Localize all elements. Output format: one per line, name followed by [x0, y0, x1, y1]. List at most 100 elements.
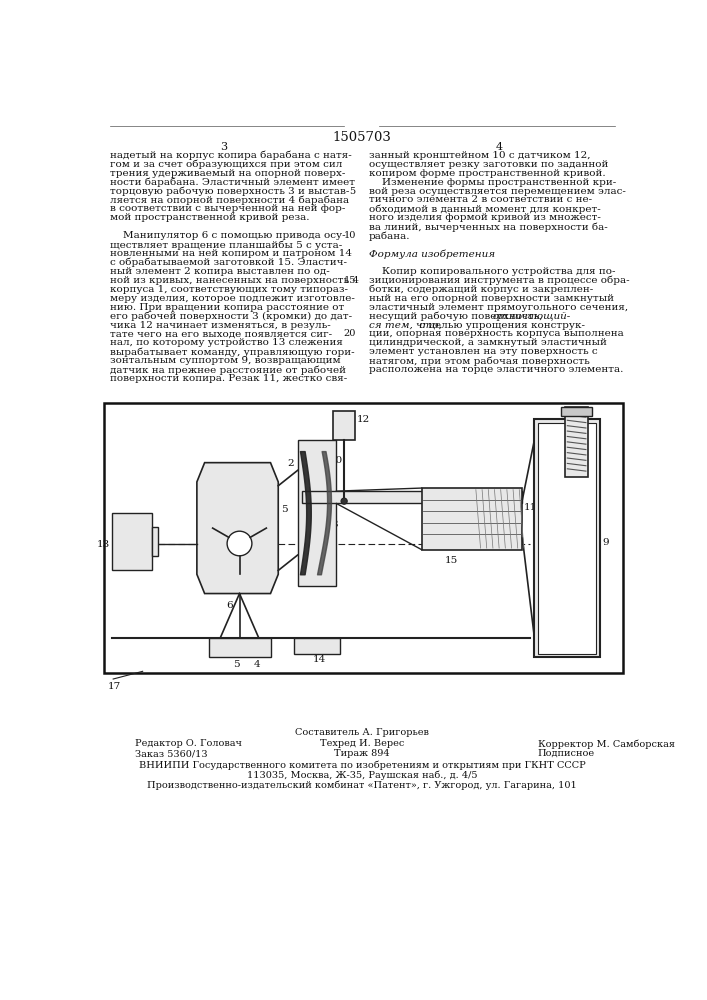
- Text: копиром форме пространственной кривой.: копиром форме пространственной кривой.: [369, 169, 606, 178]
- Text: корпуса 1, соответствующих тому типораз-: корпуса 1, соответствующих тому типораз-: [110, 285, 348, 294]
- Text: 113035, Москва, Ж-35, Раушская наб., д. 4/5: 113035, Москва, Ж-35, Раушская наб., д. …: [247, 771, 477, 780]
- Text: нию. При вращении копира расстояние от: нию. При вращении копира расстояние от: [110, 303, 344, 312]
- Text: ции, опорная поверхность корпуса выполнена: ции, опорная поверхность корпуса выполне…: [369, 329, 624, 338]
- Text: зонтальным суппортом 9, возвращающим: зонтальным суппортом 9, возвращающим: [110, 356, 341, 365]
- Polygon shape: [197, 463, 279, 594]
- Text: вырабатывает команду, управляющую гори-: вырабатывает команду, управляющую гори-: [110, 347, 355, 357]
- Text: чика 12 начинает изменяться, в резуль-: чика 12 начинает изменяться, в резуль-: [110, 321, 331, 330]
- Text: 20: 20: [344, 329, 356, 338]
- Text: отличающий-: отличающий-: [493, 312, 571, 321]
- Text: 6: 6: [226, 601, 233, 610]
- Text: ляется на опорной поверхности 4 барабана: ляется на опорной поверхности 4 барабана: [110, 195, 349, 205]
- Text: занный кронштейном 10 с датчиком 12,: занный кронштейном 10 с датчиком 12,: [369, 151, 590, 160]
- Text: трения удерживаемый на опорной поверх-: трения удерживаемый на опорной поверх-: [110, 169, 346, 178]
- Text: Тираж 894: Тираж 894: [334, 749, 390, 758]
- Bar: [421, 488, 522, 550]
- Text: 1: 1: [212, 466, 219, 476]
- Text: гом и за счет образующихся при этом сил: гом и за счет образующихся при этом сил: [110, 160, 342, 169]
- Circle shape: [227, 531, 252, 556]
- Text: 3: 3: [221, 142, 228, 152]
- Text: с обрабатываемой заготовкой 15. Эластич-: с обрабатываемой заготовкой 15. Эластич-: [110, 258, 347, 267]
- Text: с целью упрощения конструк-: с целью упрощения конструк-: [416, 321, 585, 330]
- Text: 4: 4: [253, 660, 260, 669]
- Text: ной из кривых, нанесенных на поверхность 4: ной из кривых, нанесенных на поверхность…: [110, 276, 359, 285]
- Text: 17: 17: [107, 682, 121, 691]
- Circle shape: [341, 498, 347, 504]
- Bar: [104, 403, 623, 673]
- Text: эластичный элемент прямоугольного сечения,: эластичный элемент прямоугольного сечени…: [369, 303, 628, 312]
- Text: ный на его опорной поверхности замкнутый: ный на его опорной поверхности замкнутый: [369, 294, 614, 303]
- Text: 15: 15: [445, 556, 458, 565]
- Text: нал, по которому устройство 13 слежения: нал, по которому устройство 13 слежения: [110, 338, 343, 347]
- Text: 2: 2: [288, 459, 294, 468]
- Text: осуществляет резку заготовки по заданной: осуществляет резку заготовки по заданной: [369, 160, 608, 169]
- Bar: [298, 440, 337, 586]
- Text: ности барабана. Эластичный элемент имеет: ности барабана. Эластичный элемент имеет: [110, 178, 355, 187]
- Text: 14: 14: [313, 655, 327, 664]
- Text: Изменение формы пространственной кри-: Изменение формы пространственной кри-: [369, 178, 617, 187]
- Text: ный элемент 2 копира выставлен по од-: ный элемент 2 копира выставлен по од-: [110, 267, 330, 276]
- Text: вой реза осуществляется перемещением элас-: вой реза осуществляется перемещением эла…: [369, 187, 626, 196]
- Bar: [534, 419, 600, 657]
- Bar: [301, 491, 522, 503]
- Text: ВНИИПИ Государственного комитета по изобретениям и открытиям при ГКНТ СССР: ВНИИПИ Государственного комитета по изоб…: [139, 761, 585, 770]
- Bar: [112, 513, 152, 570]
- Bar: [152, 527, 158, 556]
- Text: элемент установлен на эту поверхность с: элемент установлен на эту поверхность с: [369, 347, 597, 356]
- Bar: [209, 638, 271, 657]
- Text: зиционирования инструмента в процессе обра-: зиционирования инструмента в процессе об…: [369, 276, 629, 285]
- Text: датчик на прежнее расстояние от рабочей: датчик на прежнее расстояние от рабочей: [110, 365, 346, 375]
- Text: Производственно-издательский комбинат «Патент», г. Ужгород, ул. Гагарина, 101: Производственно-издательский комбинат «П…: [147, 781, 577, 790]
- Text: 4: 4: [496, 142, 503, 152]
- Text: Корректор М. Самборская: Корректор М. Самборская: [538, 739, 675, 749]
- Text: расположена на торце эластичного элемента.: расположена на торце эластичного элемент…: [369, 365, 624, 374]
- Text: Копир копировального устройства для по-: Копир копировального устройства для по-: [369, 267, 615, 276]
- Text: его рабочей поверхности 3 (кромки) до дат-: его рабочей поверхности 3 (кромки) до да…: [110, 312, 352, 321]
- Text: Манипулятор 6 с помощью привода осу-: Манипулятор 6 с помощью привода осу-: [110, 231, 346, 240]
- Text: 8: 8: [590, 426, 597, 435]
- Text: 12: 12: [356, 415, 370, 424]
- Text: 1505703: 1505703: [332, 131, 392, 144]
- Text: 15: 15: [344, 276, 356, 285]
- Text: торцовую рабочую поверхность 3 и выстав-: торцовую рабочую поверхность 3 и выстав-: [110, 187, 349, 196]
- Text: 3: 3: [331, 520, 337, 529]
- Text: 4: 4: [313, 570, 320, 579]
- Bar: [565, 407, 588, 477]
- Text: натягом, при этом рабочая поверхность: натягом, при этом рабочая поверхность: [369, 356, 590, 366]
- Text: тате чего на его выходе появляется сиг-: тате чего на его выходе появляется сиг-: [110, 329, 332, 338]
- Text: меру изделия, которое подлежит изготовле-: меру изделия, которое подлежит изготовле…: [110, 294, 355, 303]
- Text: ся тем, что,: ся тем, что,: [369, 321, 442, 330]
- Bar: [538, 423, 596, 654]
- Text: тичного элемента 2 в соответствии с не-: тичного элемента 2 в соответствии с не-: [369, 195, 592, 204]
- Text: новленными на ней копиром и патроном 14: новленными на ней копиром и патроном 14: [110, 249, 352, 258]
- Bar: [293, 638, 340, 654]
- Text: несущий рабочую поверхность,: несущий рабочую поверхность,: [369, 312, 546, 321]
- Text: 5: 5: [281, 505, 287, 514]
- Text: в соответствии с вычерченной на ней фор-: в соответствии с вычерченной на ней фор-: [110, 204, 346, 213]
- Text: 5: 5: [233, 660, 240, 669]
- Text: ботки, содержащий корпус и закреплен-: ботки, содержащий корпус и закреплен-: [369, 285, 593, 294]
- Text: 10: 10: [344, 231, 356, 240]
- Text: обходимой в данный момент для конкрет-: обходимой в данный момент для конкрет-: [369, 204, 601, 214]
- Text: ва линий, вычерченных на поверхности ба-: ва линий, вычерченных на поверхности ба-: [369, 222, 608, 232]
- Bar: [333, 411, 355, 440]
- Text: мой пространственной кривой реза.: мой пространственной кривой реза.: [110, 213, 310, 222]
- Text: цилиндрической, а замкнутый эластичный: цилиндрической, а замкнутый эластичный: [369, 338, 607, 347]
- Text: Подписное: Подписное: [538, 749, 595, 758]
- Text: поверхности копира. Резак 11, жестко свя-: поверхности копира. Резак 11, жестко свя…: [110, 374, 347, 383]
- Text: Редактор О. Головач: Редактор О. Головач: [135, 739, 242, 748]
- Text: рабана.: рабана.: [369, 231, 411, 241]
- Text: 10: 10: [330, 456, 344, 465]
- Text: Техред И. Верес: Техред И. Верес: [320, 739, 404, 748]
- Text: 13: 13: [97, 540, 110, 549]
- Text: Составитель А. Григорьев: Составитель А. Григорьев: [295, 728, 429, 737]
- Bar: [561, 407, 592, 416]
- Text: ного изделия формой кривой из множест-: ного изделия формой кривой из множест-: [369, 213, 601, 222]
- Text: ществляет вращение планшайбы 5 с уста-: ществляет вращение планшайбы 5 с уста-: [110, 240, 342, 250]
- Text: 9: 9: [602, 538, 609, 547]
- Text: Формула изобретения: Формула изобретения: [369, 249, 495, 259]
- Text: Заказ 5360/13: Заказ 5360/13: [135, 749, 207, 758]
- Text: надетый на корпус копира барабана с натя-: надетый на корпус копира барабана с натя…: [110, 151, 352, 160]
- Text: 5: 5: [350, 187, 356, 196]
- Text: 11: 11: [524, 503, 537, 512]
